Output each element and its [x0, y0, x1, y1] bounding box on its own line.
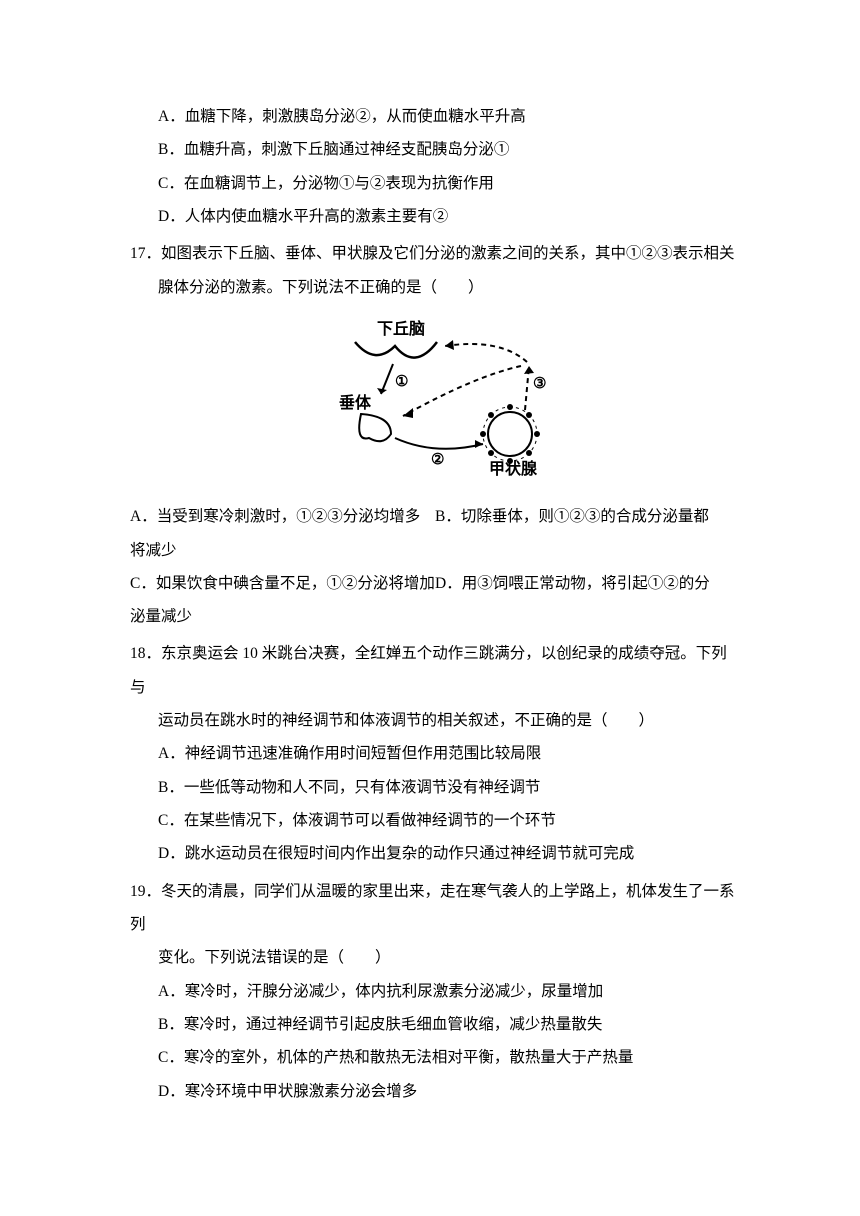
q18-option-d: D．跳水运动员在很短时间内作出复杂的动作只通过神经调节就可完成 — [158, 837, 740, 870]
q18-stem-line1: 18．东京奥运会 10 米跳台决赛，全红婵五个动作三跳满分，以创纪录的成绩夺冠。… — [130, 637, 740, 704]
label-thyroid: 甲状腺 — [489, 459, 538, 476]
feedback-pit-head — [403, 408, 413, 418]
q16-option-d: D．人体内使血糖水平升高的激素主要有② — [158, 200, 740, 233]
pituitary-shape — [359, 414, 391, 441]
feedback-pit-line — [403, 366, 521, 416]
q17-option-d-cont: 泌量减少 — [130, 600, 740, 633]
q17-row-cd: C．如果饮食中碘含量不足，①②分泌将增加 D．用③饲喂正常动物，将引起①②的分 — [130, 567, 740, 600]
q18-option-c: C．在某些情况下，体液调节可以看做神经调节的一个环节 — [158, 804, 740, 837]
q18-option-a: A．神经调节迅速准确作用时间短暂但作用范围比较局限 — [158, 737, 740, 770]
q17-stem-line2: 腺体分泌的激素。下列说法不正确的是（ ） — [158, 271, 740, 304]
q18-option-b: B．一些低等动物和人不同，只有体液调节没有神经调节 — [158, 771, 740, 804]
q19-option-a: A．寒冷时，汗腺分泌减少，体内抗利尿激素分泌减少，尿量增加 — [158, 975, 740, 1008]
feedback-hyp-line — [445, 344, 527, 362]
q17-option-a: A．当受到寒冷刺激时，①②③分泌均增多 — [130, 500, 435, 533]
q17-diagram-container: 下丘脑 ① 垂体 ② 甲状腺 — [130, 316, 740, 488]
label-circle-2: ② — [431, 452, 444, 468]
label-circle-3: ③ — [533, 376, 546, 392]
feedback-hyp-head — [445, 340, 454, 350]
q17-option-d: D．用③饲喂正常动物，将引起①②的分 — [435, 567, 740, 600]
label-hypothalamus: 下丘脑 — [377, 319, 425, 338]
label-circle-1: ① — [395, 374, 408, 390]
q19-stem-line2: 变化。下列说法错误的是（ ） — [158, 941, 740, 974]
q19-stem-line1: 19．冬天的清晨，同学们从温暖的家里出来，走在寒气袭人的上学路上，机体发生了一系… — [130, 875, 740, 942]
q19-option-d: D．寒冷环境中甲状腺激素分泌会增多 — [158, 1075, 740, 1108]
q17-stem-line1: 17．如图表示下丘脑、垂体、甲状腺及它们分泌的激素之间的关系，其中①②③表示相关 — [130, 237, 740, 270]
arrow-2-head — [475, 440, 483, 448]
q19-option-c: C．寒冷的室外，机体的产热和散热无法相对平衡，散热量大于产热量 — [158, 1041, 740, 1074]
q17-option-b-cont: 将减少 — [130, 534, 740, 567]
thyroid-inner — [488, 412, 532, 456]
hypothalamus-shape — [355, 342, 437, 358]
q17-diagram: 下丘脑 ① 垂体 ② 甲状腺 — [295, 316, 575, 476]
q18-stem-line2: 运动员在跳水时的神经调节和体液调节的相关叙述，不正确的是（ ） — [158, 704, 740, 737]
q19-option-b: B．寒冷时，通过神经调节引起皮肤毛细血管收缩，减少热量散失 — [158, 1008, 740, 1041]
q16-option-b: B．血糖升高，刺激下丘脑通过神经支配胰岛分泌① — [158, 133, 740, 166]
q17-option-c: C．如果饮食中碘含量不足，①②分泌将增加 — [130, 567, 435, 600]
q17-option-b: B．切除垂体，则①②③的合成分泌量都 — [435, 500, 740, 533]
arrow-3-head — [524, 366, 534, 374]
q17-row-ab: A．当受到寒冷刺激时，①②③分泌均增多 B．切除垂体，则①②③的合成分泌量都 — [130, 500, 740, 533]
q16-option-c: C．在血糖调节上，分泌物①与②表现为抗衡作用 — [158, 167, 740, 200]
q16-option-a: A．血糖下降，刺激胰岛分泌②，从而使血糖水平升高 — [158, 100, 740, 133]
label-pituitary: 垂体 — [339, 393, 372, 412]
arrow-2-line — [395, 438, 483, 449]
